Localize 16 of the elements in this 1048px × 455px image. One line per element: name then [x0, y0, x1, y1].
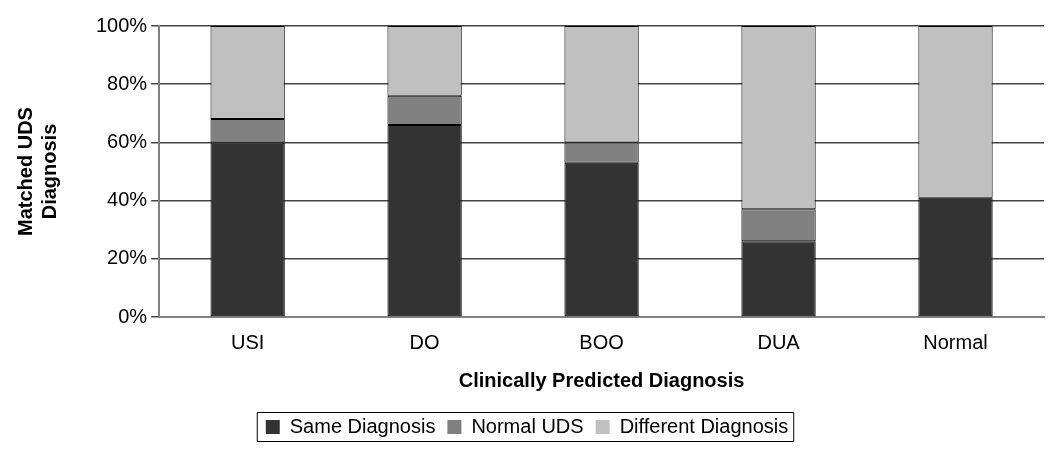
- y-tick-label: 100%: [96, 13, 148, 36]
- y-tick-label: 60%: [107, 129, 148, 152]
- x-tick-label: DO: [409, 330, 440, 353]
- x-tick-label: DUA: [757, 330, 801, 353]
- x-axis-title: Clinically Predicted Diagnosis: [458, 368, 745, 391]
- y-tick-label: 40%: [107, 188, 148, 211]
- x-tick-label: USI: [230, 330, 265, 353]
- x-tick-label: Normal: [923, 330, 988, 353]
- legend-label: Normal UDS: [471, 414, 584, 437]
- legend-label: Different Diagnosis: [619, 414, 789, 437]
- y-axis-title: Matched UDS Diagnosis: [13, 107, 60, 236]
- x-tick-label: BOO: [579, 330, 624, 353]
- y-tick-label: 0%: [118, 304, 148, 327]
- y-tick-label: 20%: [107, 246, 148, 269]
- y-tick-label: 80%: [107, 71, 148, 94]
- legend-label: Same Diagnosis: [289, 414, 436, 437]
